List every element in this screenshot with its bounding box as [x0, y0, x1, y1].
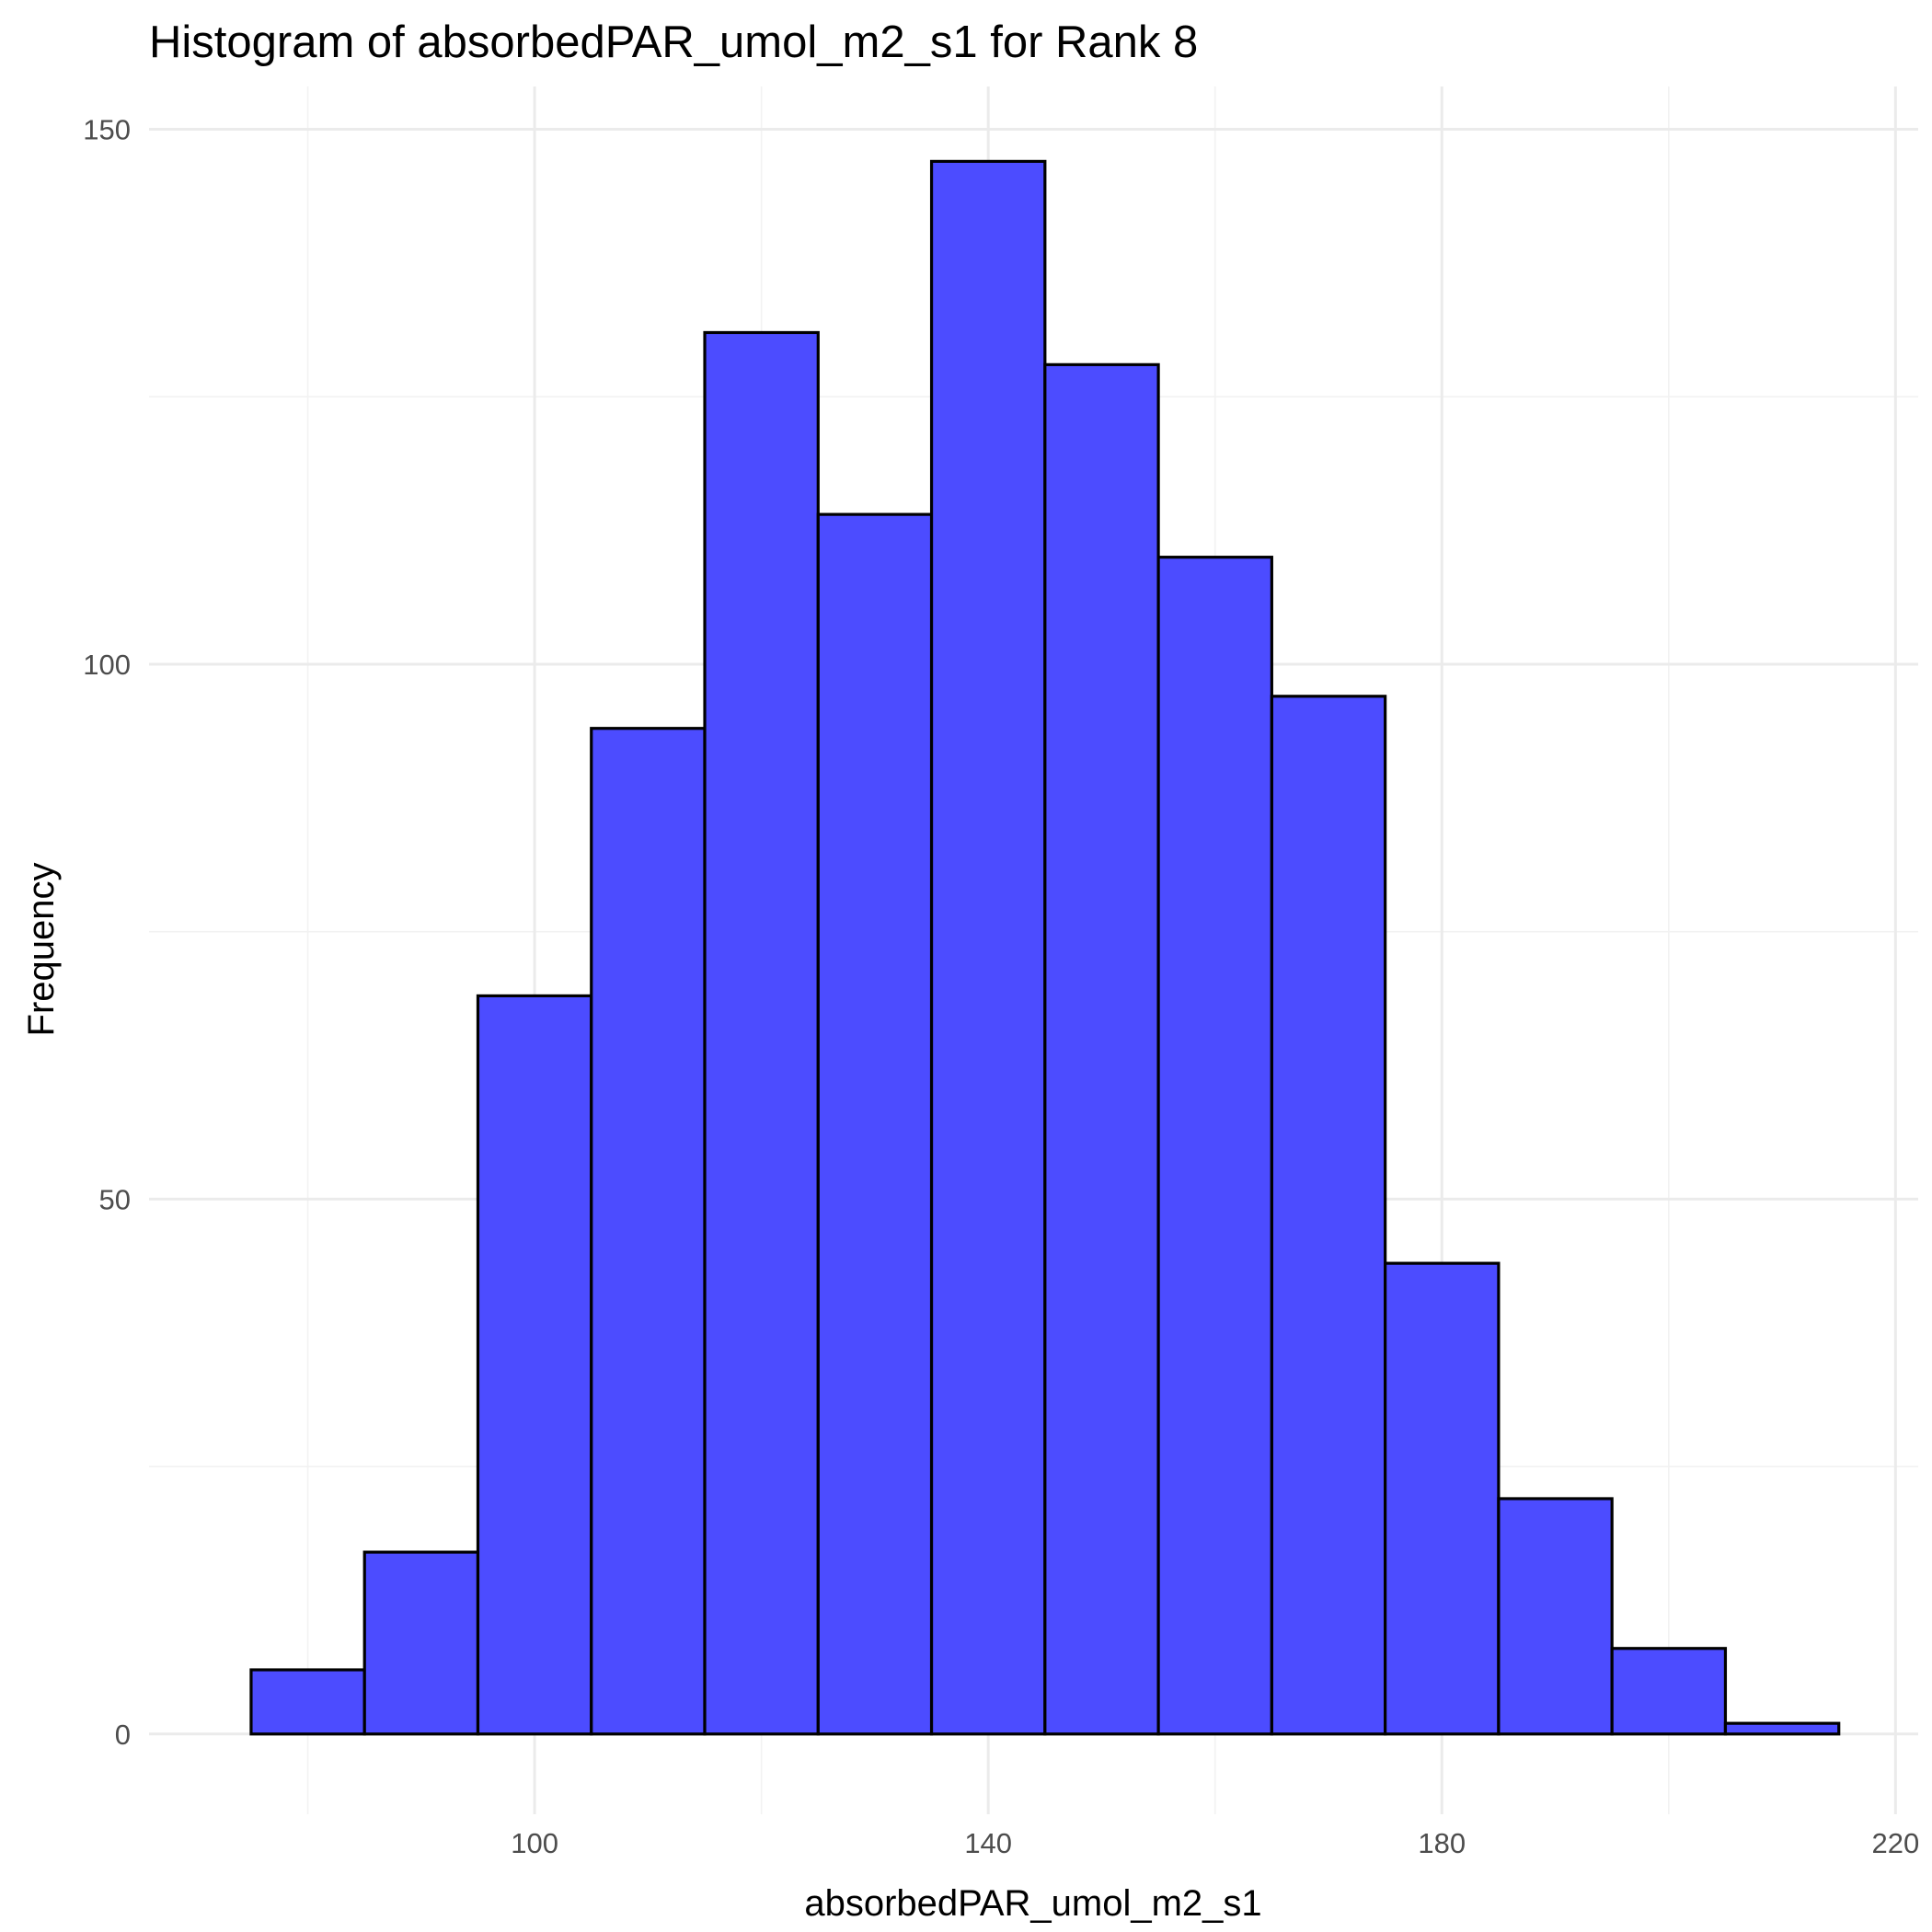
x-axis-title: absorbedPAR_umol_m2_s1 — [804, 1883, 1261, 1924]
histogram-bar — [929, 159, 1047, 1736]
tick-labels: 0 50 100 150 100 140 180 220 — [83, 114, 1919, 1859]
histogram-bar — [1610, 1647, 1728, 1736]
histogram-bar — [1270, 695, 1387, 1736]
histogram-bar — [1723, 1721, 1841, 1736]
histogram-bar — [816, 512, 934, 1736]
histogram-bar — [1384, 1261, 1501, 1736]
histogram-bar — [1497, 1497, 1614, 1736]
histogram-bar — [703, 330, 820, 1736]
x-tick-label: 180 — [1418, 1827, 1466, 1859]
y-tick-label: 150 — [83, 114, 131, 146]
histogram-bar — [590, 727, 707, 1736]
x-tick-label: 100 — [511, 1827, 558, 1859]
histogram-bars — [249, 159, 1841, 1736]
y-tick-label: 0 — [115, 1719, 131, 1751]
histogram-bar — [476, 994, 593, 1736]
y-axis-title: Frequency — [21, 863, 62, 1037]
chart-title: Histogram of absorbedPAR_umol_m2_s1 for … — [149, 17, 1198, 67]
histogram-bar — [362, 1550, 480, 1736]
histogram-bar — [1156, 556, 1273, 1736]
x-tick-label: 140 — [964, 1827, 1012, 1859]
y-tick-label: 50 — [99, 1183, 131, 1215]
x-tick-label: 220 — [1871, 1827, 1919, 1859]
histogram-bar — [249, 1668, 366, 1736]
y-tick-label: 100 — [83, 649, 131, 681]
histogram-bar — [1043, 362, 1160, 1736]
